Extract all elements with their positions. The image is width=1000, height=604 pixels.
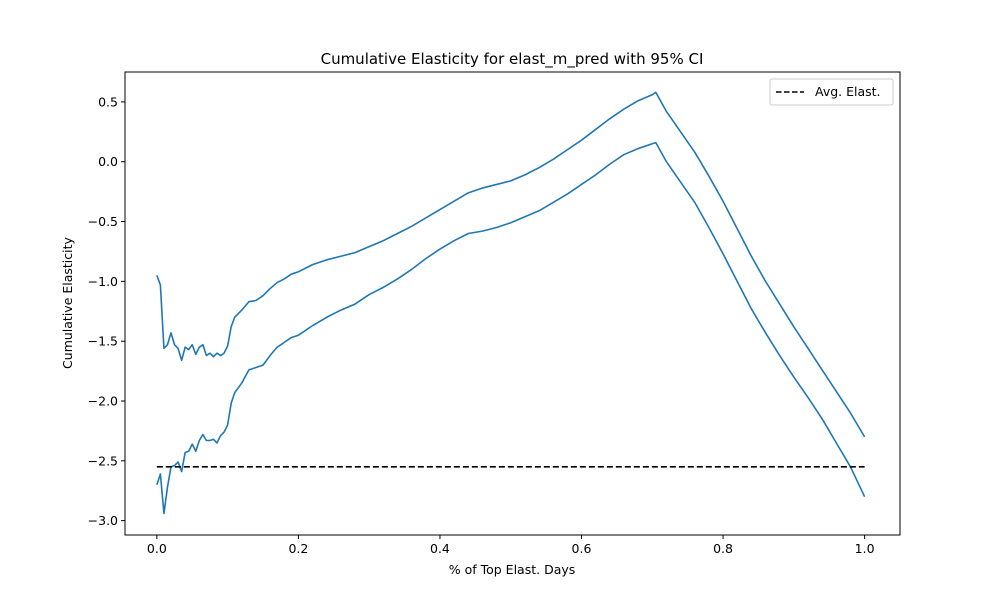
legend-box bbox=[769, 78, 894, 106]
x-tick-label: 0.8 bbox=[713, 541, 733, 556]
y-tick-label: −1.0 bbox=[88, 274, 118, 289]
y-axis: −3.0 −2.5 −2.0 −1.5 −1.0 −0.5 0.0 0.5 bbox=[88, 94, 125, 528]
y-tick-label: 0.0 bbox=[98, 154, 118, 169]
legend-label-avg-elast: Avg. Elast. bbox=[815, 84, 881, 99]
x-axis-label: % of Top Elast. Days bbox=[449, 562, 576, 577]
y-tick-label: −0.5 bbox=[88, 214, 118, 229]
x-tick-label: 1.0 bbox=[855, 541, 875, 556]
y-tick-label: −3.0 bbox=[88, 513, 118, 528]
series-line-upper-95-ci bbox=[156, 91, 866, 438]
chart-title: Cumulative Elasticity for elast_m_pred w… bbox=[321, 50, 704, 69]
x-tick-label: 0.6 bbox=[572, 541, 592, 556]
x-tick-label: 0.2 bbox=[288, 541, 308, 556]
y-tick-label: −2.0 bbox=[88, 394, 118, 409]
series-line-lower-95-ci bbox=[156, 141, 866, 515]
x-axis: 0.0 0.2 0.4 0.6 0.8 1.0 bbox=[147, 535, 875, 556]
plot-frame bbox=[124, 71, 901, 536]
y-axis-label: Cumulative Elasticity bbox=[60, 236, 75, 368]
y-tick-label: 0.5 bbox=[98, 94, 118, 109]
y-tick-label: −1.5 bbox=[88, 334, 118, 349]
x-tick-label: 0.4 bbox=[430, 541, 450, 556]
x-tick-label: 0.0 bbox=[147, 541, 167, 556]
y-tick-label: −2.5 bbox=[88, 453, 118, 468]
legend: Avg. Elast. bbox=[769, 78, 894, 106]
plot-area bbox=[156, 91, 866, 515]
